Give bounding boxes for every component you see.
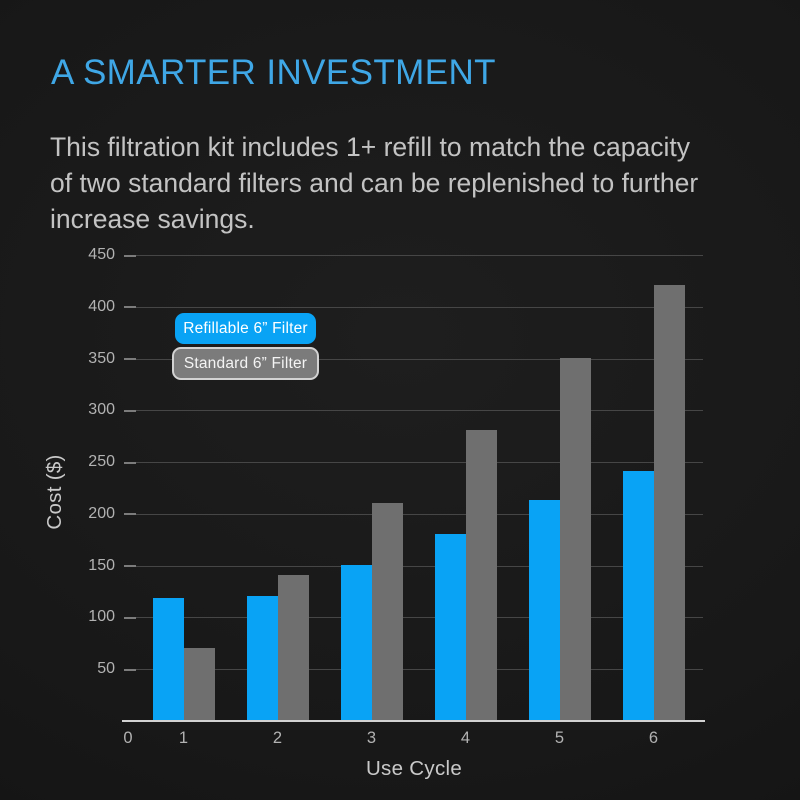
x-axis-line — [122, 720, 705, 722]
x-axis-tick-label: 5 — [554, 729, 565, 747]
legend-label: Standard 6” Filter — [183, 354, 308, 372]
y-axis-title: Cost ($) — [43, 454, 66, 530]
x-axis-tick-label: 6 — [648, 729, 659, 747]
subtitle-line: This filtration kit includes 1+ refill t… — [50, 132, 690, 162]
y-axis-tick — [124, 668, 136, 671]
x-axis-tick-label: 2 — [272, 729, 283, 747]
gridline — [124, 255, 703, 256]
gridline — [124, 358, 703, 360]
y-axis-tick — [124, 306, 136, 309]
legend-item-refillable: Refillable 6” Filter — [175, 313, 316, 344]
page-subtitle: This filtration kit includes 1+ refill t… — [50, 129, 698, 237]
legend-label: Refillable 6” Filter — [183, 319, 308, 337]
bar-standard — [183, 647, 215, 720]
y-axis-tick-label: 400 — [88, 297, 115, 315]
gridline — [124, 462, 703, 464]
y-axis-tick — [124, 358, 136, 361]
y-axis-tick — [124, 565, 136, 568]
gridline — [124, 410, 703, 412]
bar-standard — [465, 430, 497, 720]
bar-standard — [277, 575, 309, 720]
x-axis-title: Use Cycle — [365, 757, 463, 780]
x-axis-tick-label: 3 — [366, 729, 377, 747]
y-axis-tick-label: 100 — [88, 608, 115, 626]
page-title: A SMARTER INVESTMENT — [51, 53, 496, 92]
subtitle-line: increase savings. — [50, 204, 255, 234]
bar-refillable — [246, 595, 278, 720]
y-axis-tick-label: 300 — [88, 401, 115, 419]
y-axis-tick-label: 450 — [88, 246, 115, 263]
legend-item-standard: Standard 6” Filter — [172, 347, 319, 380]
bar-standard — [559, 357, 591, 720]
y-axis-tick — [124, 461, 136, 464]
bar-refillable — [622, 471, 654, 720]
gridline — [124, 669, 703, 671]
x-axis-tick-label: 4 — [460, 729, 471, 747]
bar-standard — [371, 502, 403, 720]
y-axis-tick — [124, 409, 136, 412]
gridline — [124, 565, 703, 567]
y-axis-tick-label: 200 — [88, 504, 115, 522]
gridline — [124, 306, 703, 308]
bar-refillable — [528, 500, 560, 720]
plot-area: 450 400 350 300 250 200 150 100 50 0 1 2 3 4 5 6 — [88, 246, 705, 747]
bar-refillable — [152, 597, 184, 720]
y-axis-tick — [124, 616, 136, 619]
bar-standard — [653, 285, 685, 720]
x-axis-tick-label: 1 — [178, 729, 189, 747]
y-axis-tick — [124, 254, 136, 257]
subtitle-line: of two standard filters and can be reple… — [50, 168, 699, 198]
gridline — [124, 617, 703, 619]
y-axis-tick — [124, 513, 136, 516]
y-axis-tick-label: 250 — [88, 453, 115, 471]
x-axis-tick-label: 0 — [123, 729, 133, 747]
bar-refillable — [434, 533, 466, 720]
y-axis-tick-label: 150 — [88, 556, 115, 574]
bar-refillable — [340, 564, 372, 720]
gridline — [124, 513, 703, 515]
y-axis-tick-label: 350 — [88, 349, 115, 367]
y-axis-tick-label: 50 — [97, 660, 115, 678]
